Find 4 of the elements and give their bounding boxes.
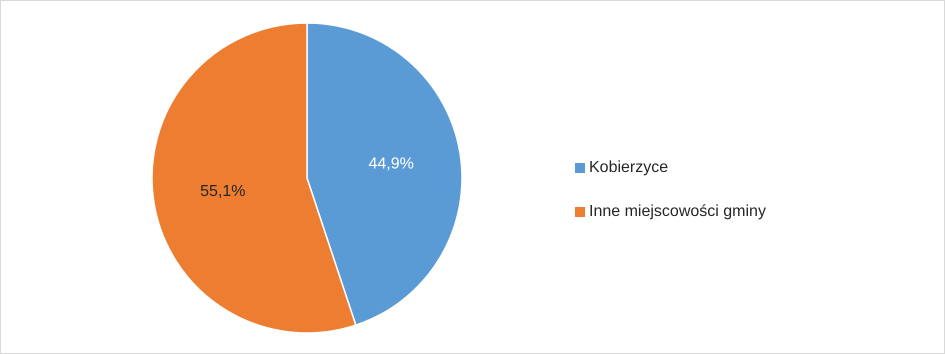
data-label: 55,1%: [200, 182, 246, 200]
data-label: 44,9%: [368, 156, 414, 173]
legend-label: Inne miejscowości gminy: [589, 203, 766, 220]
legend-label: Kobierzyce: [589, 159, 668, 176]
